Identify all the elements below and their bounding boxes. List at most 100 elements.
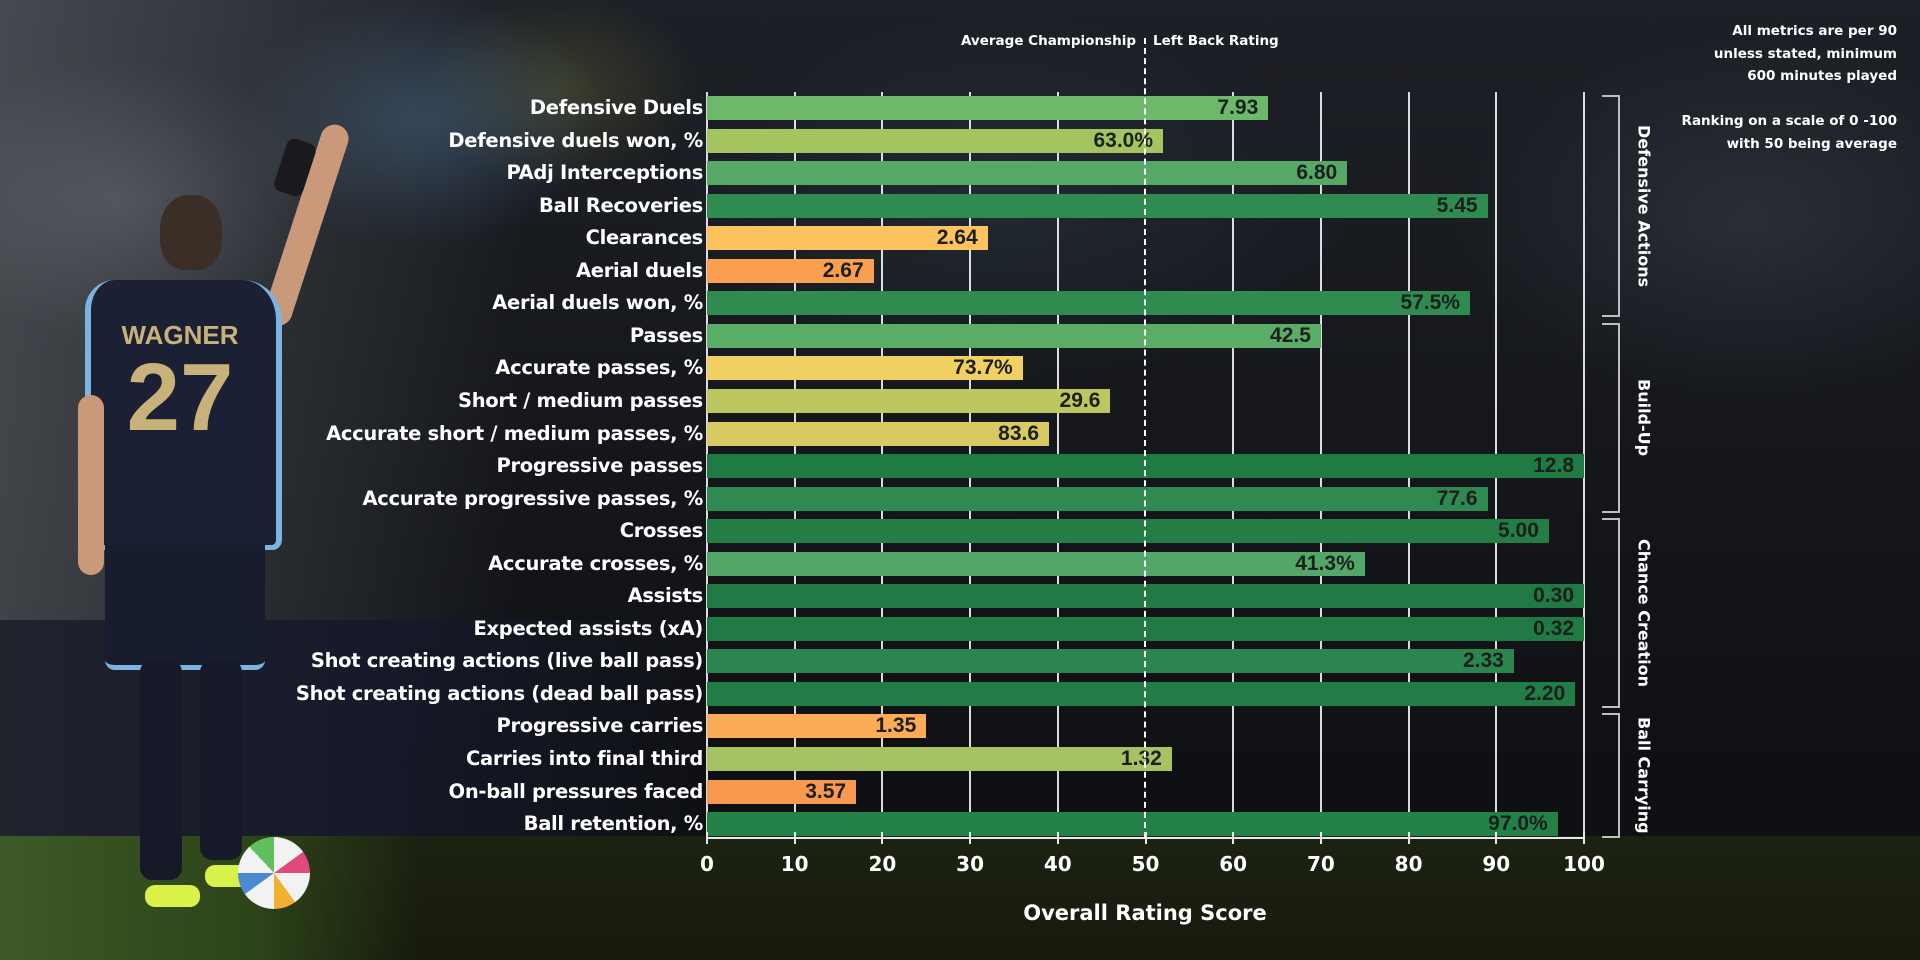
x-tick-label: 40: [1043, 852, 1072, 876]
x-tick-label: 0: [700, 852, 714, 876]
category-label: Carries into final third: [465, 747, 703, 770]
x-tick: [1144, 832, 1147, 844]
category-label: Shot creating actions (live ball pass): [310, 649, 703, 673]
x-tick: [706, 832, 708, 844]
bar-value-label: 2.33: [1462, 649, 1504, 673]
category-label: Accurate progressive passes, %: [362, 486, 704, 510]
x-tick-label: 80: [1394, 852, 1423, 876]
x-tick: [1056, 832, 1059, 844]
bar: 7.93: [707, 96, 1269, 120]
bar: 29.6: [707, 388, 1111, 413]
x-tick: [1232, 832, 1235, 844]
player-shorts: [105, 545, 265, 670]
category-label: Shot creating actions (dead ball pass): [295, 681, 703, 705]
bar: 63.0%: [707, 128, 1164, 153]
category-label: Ball retention, %: [523, 812, 704, 836]
group-bracket: [1602, 322, 1620, 513]
jersey-number: 27: [126, 344, 234, 451]
bar: 3.57: [707, 779, 857, 804]
category-label: PAdj Interceptions: [506, 161, 703, 185]
bar-value-label: 29.6: [1059, 388, 1101, 412]
note-line: 600 minutes played: [1747, 68, 1897, 84]
category-label: Progressive carries: [496, 714, 704, 738]
bar: 73.7%: [707, 356, 1023, 381]
category-label: Accurate passes, %: [495, 356, 703, 380]
bar: 97.0%: [707, 812, 1558, 837]
jersey-name: WAGNER: [121, 320, 239, 350]
bar-value-label: 0.30: [1533, 584, 1574, 608]
bar-value-label: 5.00: [1498, 519, 1539, 543]
category-label: Defensive duels won, %: [448, 128, 703, 152]
player-left-arm: [78, 395, 104, 575]
x-tick: [1583, 832, 1585, 844]
bar: 41.3%: [707, 551, 1365, 576]
bar-value-label: 5.45: [1436, 193, 1478, 217]
bar-value-label: 42.5: [1270, 323, 1311, 347]
note-line: All metrics are per 90: [1732, 23, 1897, 39]
bar-value-label: 41.3%: [1295, 551, 1355, 575]
x-tick-label: 20: [868, 852, 897, 876]
reference-label-right: Left Back Rating: [1153, 33, 1279, 49]
category-label: Ball Recoveries: [539, 193, 703, 217]
x-tick: [969, 832, 972, 844]
x-tick-label: 10: [780, 852, 809, 876]
group-bracket: [1602, 518, 1620, 708]
x-axis-title: Overall Rating Score: [1023, 901, 1267, 925]
bar-value-label: 12.8: [1533, 454, 1574, 478]
x-tick-label: 60: [1219, 852, 1248, 876]
bar-value-label: 1.35: [875, 714, 917, 738]
bar-value-label: 2.67: [822, 258, 864, 282]
player-leg-right: [200, 660, 242, 860]
category-label: Assists: [627, 584, 704, 608]
gridline: [1583, 92, 1585, 838]
category-label: On-ball pressures faced: [448, 779, 704, 803]
category-label: Passes: [629, 323, 703, 347]
bar: 1.35: [707, 714, 927, 739]
category-label: Clearances: [585, 226, 704, 250]
group-bracket: [1602, 713, 1620, 839]
x-tick: [1407, 832, 1410, 844]
x-tick: [793, 832, 796, 844]
bar-value-label: 0.32: [1533, 616, 1574, 640]
bar-value-label: 1.32: [1120, 747, 1162, 770]
player-photo: WAGNER 27: [60, 95, 360, 925]
note-line: with 50 being average: [1726, 135, 1897, 152]
category-label: Accurate crosses, %: [488, 551, 703, 575]
bar-value-label: 3.57: [805, 779, 847, 803]
x-tick-label: 70: [1306, 852, 1335, 876]
category-label: Short / medium passes: [457, 388, 703, 412]
bar: 2.64: [707, 226, 988, 251]
group-label: Ball Carrying: [1634, 717, 1654, 835]
group-label: Build-Up: [1634, 379, 1654, 457]
category-label: Progressive passes: [496, 454, 704, 478]
x-tick-label: 90: [1482, 852, 1511, 876]
bar: 2.33: [707, 649, 1514, 674]
category-label: Defensive Duels: [529, 96, 703, 119]
bar: 42.5: [707, 323, 1321, 348]
bar: 5.00: [707, 519, 1549, 544]
group-label: Chance Creation: [1634, 539, 1654, 688]
x-tick-label: 100: [1563, 852, 1605, 876]
note-line: Ranking on a scale of 0 -100: [1681, 113, 1897, 129]
category-label: Crosses: [619, 519, 704, 543]
bar: 6.80: [707, 161, 1348, 186]
bar-value-label: 57.5%: [1400, 291, 1460, 315]
bar: 2.67: [707, 258, 874, 283]
group-bracket: [1602, 95, 1620, 318]
football: [238, 837, 310, 909]
x-tick-label: 30: [956, 852, 985, 876]
player-leg-left: [140, 660, 182, 880]
bar-value-label: 63.0%: [1093, 128, 1154, 152]
player-head: [160, 195, 222, 270]
reference-label-left: Average Championship: [960, 33, 1136, 49]
category-label: Accurate short / medium passes, %: [326, 421, 703, 445]
x-tick: [1319, 832, 1322, 844]
bar-value-label: 83.6: [998, 421, 1040, 445]
category-label: Aerial duels won, %: [492, 291, 703, 315]
x-tick: [1495, 832, 1498, 844]
bar-value-label: 2.64: [936, 226, 978, 250]
bar-value-label: 7.93: [1217, 96, 1259, 119]
bar: 57.5%: [707, 291, 1470, 316]
bar: 2.20: [707, 681, 1576, 706]
